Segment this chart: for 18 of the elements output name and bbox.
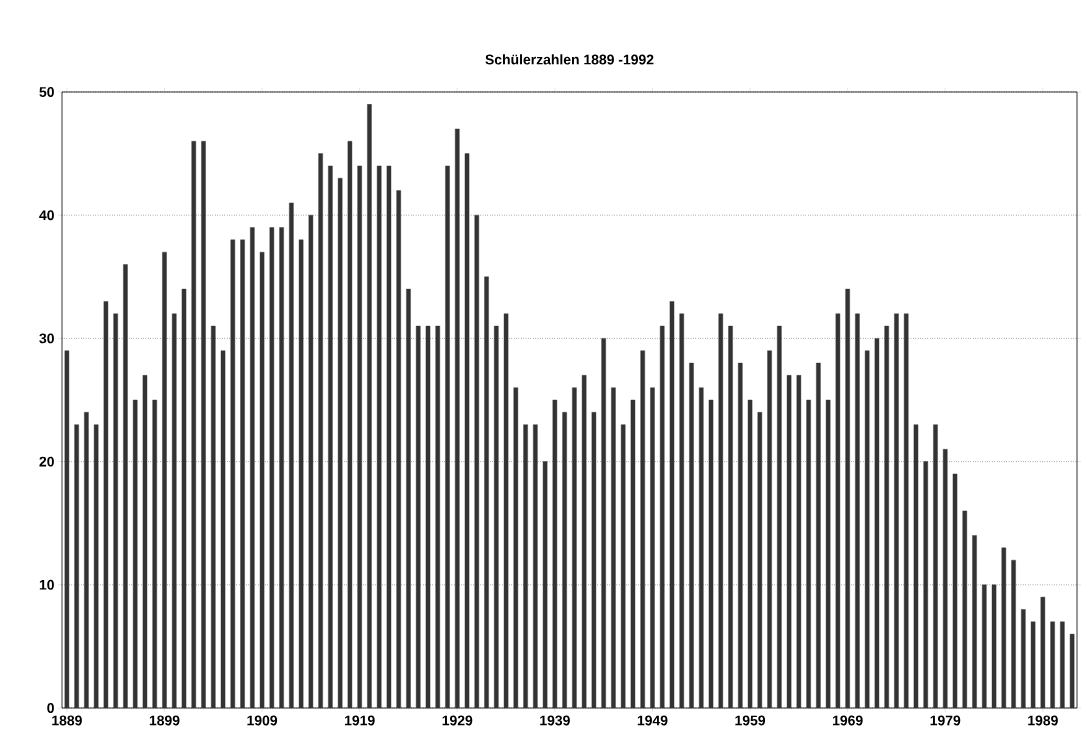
x-tick-label: 1989	[1028, 715, 1058, 726]
y-tick-label: 10	[39, 579, 54, 590]
x-tick-label: 1949	[637, 715, 668, 726]
x-tick-label: 1919	[345, 715, 375, 726]
x-tick-label: 1889	[52, 715, 82, 726]
y-tick-label: 30	[39, 333, 54, 344]
x-tick-label: 1929	[442, 715, 473, 726]
y-tick-label: 40	[39, 210, 54, 221]
y-tick-label: 50	[39, 87, 54, 97]
chart-title: Schülerzahlen 1889 -1992	[485, 54, 654, 65]
x-tick-label: 1969	[833, 715, 863, 726]
x-tick-label: 1979	[930, 715, 961, 726]
y-tick-label: 20	[39, 456, 54, 467]
x-tick-label: 1959	[735, 715, 766, 726]
x-tick-label: 1939	[540, 715, 570, 726]
y-tick-label: 0	[47, 703, 54, 713]
x-tick-label: 1899	[149, 715, 180, 726]
x-tick-label: 1909	[247, 715, 278, 726]
